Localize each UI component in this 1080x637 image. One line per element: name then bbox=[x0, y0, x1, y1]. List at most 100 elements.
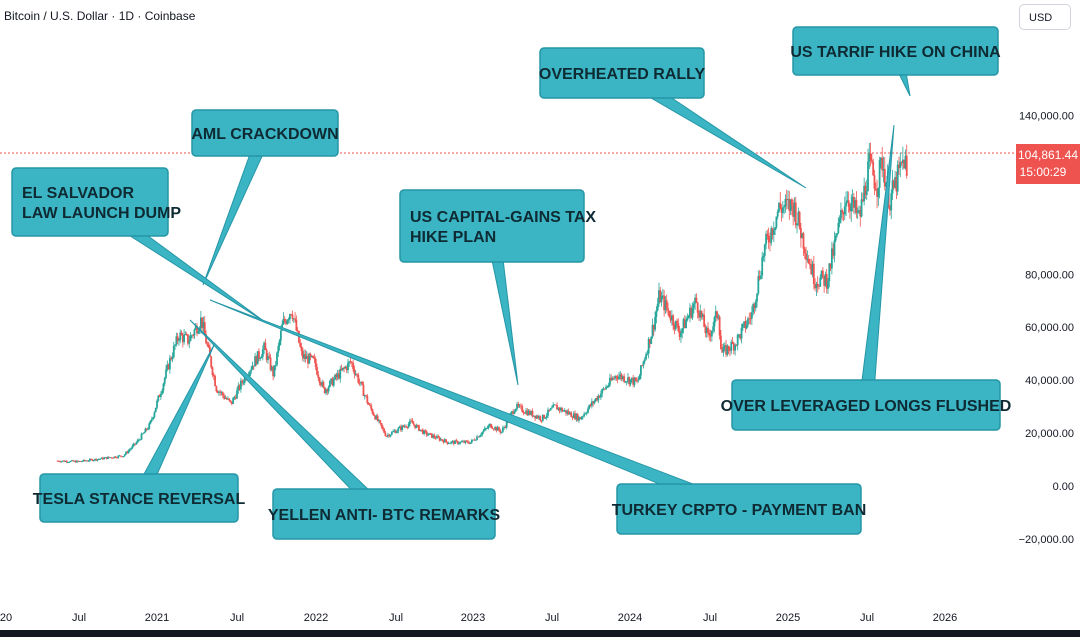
candle-body bbox=[154, 407, 157, 413]
candle-body bbox=[384, 432, 387, 437]
candle-body bbox=[578, 417, 580, 421]
candle-body bbox=[202, 322, 205, 329]
candle-body bbox=[855, 199, 858, 213]
candle-body bbox=[677, 323, 680, 331]
candle-body bbox=[567, 411, 570, 415]
candle-body bbox=[464, 440, 467, 443]
candle-body bbox=[96, 459, 99, 461]
callout-box-bg bbox=[792, 26, 999, 76]
candle-body bbox=[189, 335, 192, 342]
candle-body bbox=[518, 405, 521, 407]
candle-body bbox=[362, 384, 365, 397]
candle-body bbox=[73, 460, 76, 462]
candle-body bbox=[731, 341, 734, 344]
candle-body bbox=[876, 190, 878, 197]
candle-body bbox=[722, 346, 725, 353]
candle-body bbox=[701, 314, 704, 317]
candle-body bbox=[434, 437, 437, 439]
candle-body bbox=[402, 425, 405, 427]
callout-pointer bbox=[858, 124, 895, 407]
candle-body bbox=[809, 263, 811, 266]
candle-body bbox=[734, 344, 737, 351]
candle-body bbox=[389, 434, 392, 437]
candle-body bbox=[474, 439, 477, 441]
candle-body bbox=[683, 319, 686, 329]
candle-body bbox=[522, 411, 525, 413]
candle-body bbox=[859, 210, 862, 217]
candle-body bbox=[136, 440, 139, 443]
candle-body bbox=[727, 345, 730, 351]
candle-body bbox=[854, 199, 857, 208]
candle-body bbox=[798, 211, 801, 229]
candle-body bbox=[647, 338, 650, 354]
candle-body bbox=[872, 161, 875, 176]
candle-body bbox=[472, 439, 475, 441]
candle-body bbox=[210, 356, 213, 368]
candle-body bbox=[700, 310, 703, 317]
candle-body bbox=[454, 440, 456, 444]
candle-body bbox=[156, 400, 158, 408]
candle-body bbox=[583, 413, 586, 417]
candle-body bbox=[416, 425, 419, 426]
candle-body bbox=[767, 235, 770, 243]
candle-body bbox=[590, 401, 593, 406]
candle-body bbox=[486, 427, 489, 429]
candle-body bbox=[618, 376, 620, 380]
candle-body bbox=[566, 411, 569, 414]
candle-body bbox=[397, 428, 400, 432]
candle-body bbox=[496, 427, 499, 431]
candle-body bbox=[585, 412, 588, 414]
candle-body bbox=[890, 193, 893, 211]
candle-body bbox=[228, 398, 231, 401]
candle-body bbox=[738, 334, 740, 336]
candle-body bbox=[376, 415, 379, 421]
candle-body bbox=[779, 202, 782, 208]
candle-body bbox=[818, 285, 820, 287]
candle-body bbox=[78, 461, 81, 462]
candle-body bbox=[694, 297, 697, 304]
candle-body bbox=[531, 411, 534, 417]
candle-body bbox=[636, 380, 638, 382]
candle-body bbox=[770, 228, 773, 243]
candle-body bbox=[98, 459, 100, 460]
candle-body bbox=[650, 336, 653, 344]
candle-body bbox=[512, 411, 515, 414]
candle-body bbox=[904, 155, 907, 169]
candle-body bbox=[148, 423, 151, 429]
candle-body bbox=[411, 420, 414, 424]
candle-body bbox=[287, 319, 290, 321]
candle-body bbox=[447, 443, 450, 445]
candle-body bbox=[81, 461, 84, 463]
candle-body bbox=[827, 281, 829, 289]
candle-body bbox=[372, 413, 375, 416]
candle-body bbox=[761, 257, 764, 276]
candle-body bbox=[588, 404, 591, 409]
currency-selector[interactable]: USD bbox=[1019, 4, 1071, 30]
candle-body bbox=[681, 328, 684, 334]
callout-box-bg bbox=[399, 189, 585, 263]
candle-body bbox=[713, 317, 716, 327]
candle-body bbox=[514, 408, 517, 412]
candle-body bbox=[495, 427, 498, 431]
candle-body bbox=[816, 283, 819, 286]
candle-body bbox=[554, 404, 557, 406]
candle-body bbox=[703, 314, 706, 327]
candle-body bbox=[99, 458, 102, 460]
candle-body bbox=[766, 233, 769, 236]
candle-body bbox=[736, 334, 739, 346]
candle-body bbox=[824, 274, 827, 286]
candle-body bbox=[517, 403, 520, 407]
candle-body bbox=[269, 357, 272, 370]
candle-body bbox=[673, 325, 676, 330]
candle-body bbox=[323, 387, 326, 394]
candle-body bbox=[527, 410, 530, 416]
y-tick-label: −20,000.00 bbox=[1019, 534, 1074, 546]
candle-body bbox=[716, 311, 718, 319]
candle-body bbox=[674, 320, 677, 330]
candle-body bbox=[850, 202, 853, 212]
candle-body bbox=[868, 153, 871, 162]
candle-body bbox=[794, 202, 797, 226]
candle-body bbox=[188, 341, 191, 344]
candle-body bbox=[390, 432, 393, 435]
